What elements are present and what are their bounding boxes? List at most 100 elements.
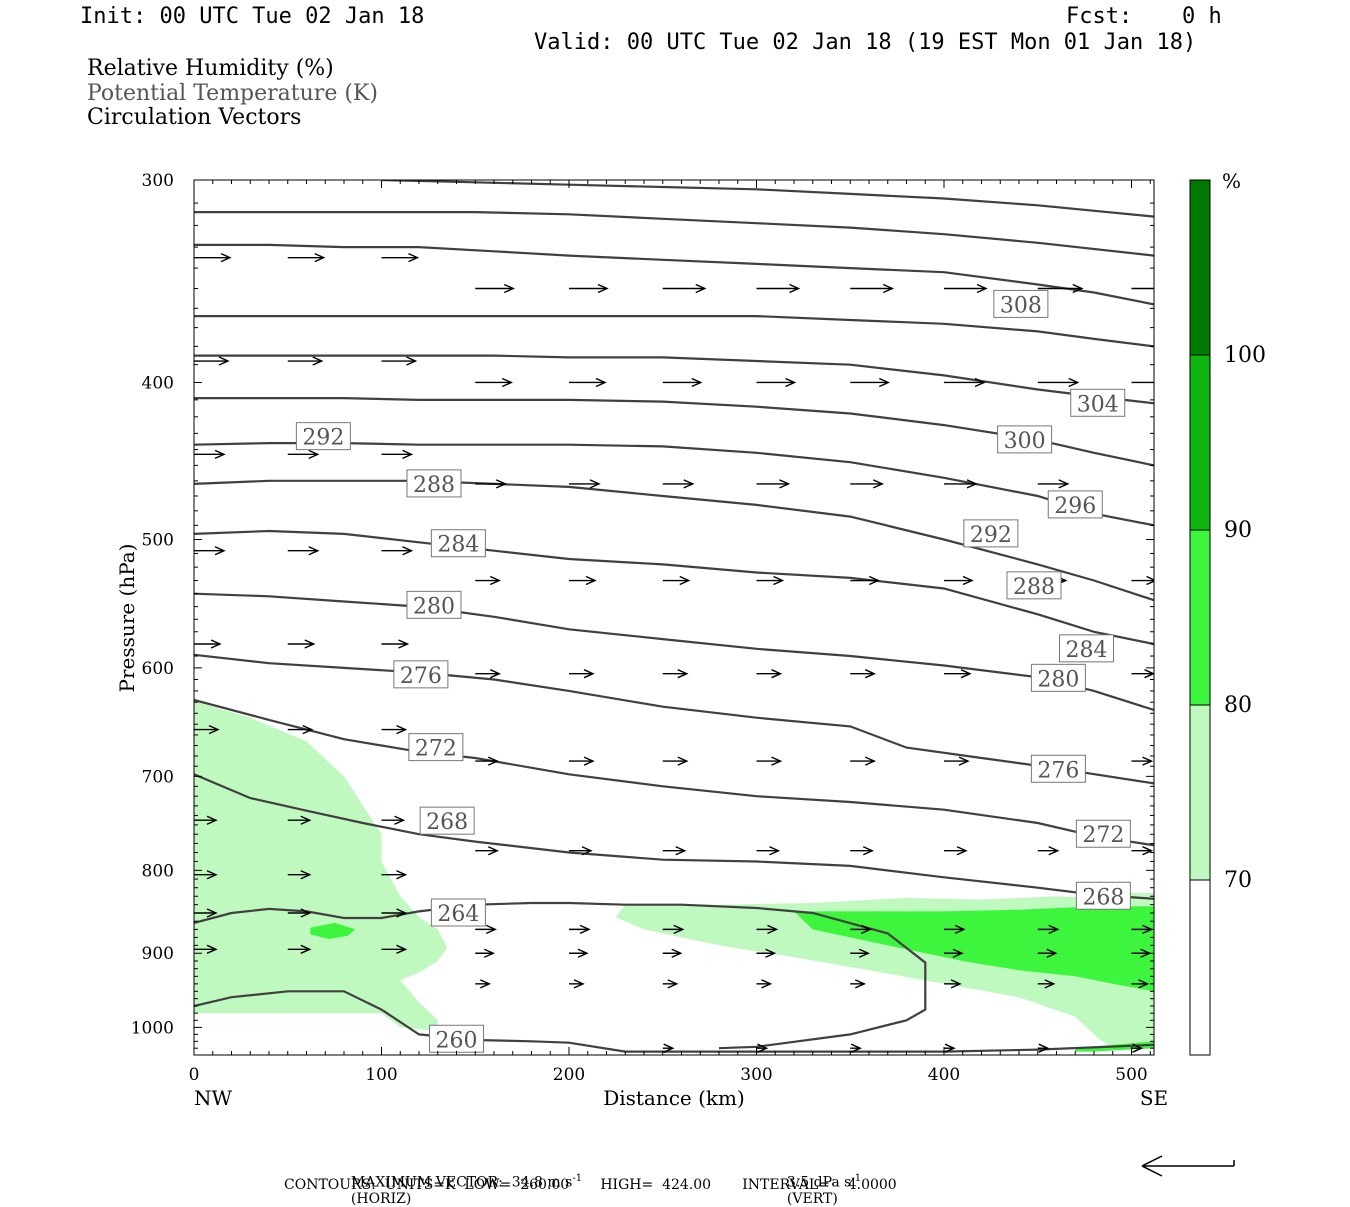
vector-head <box>860 924 872 935</box>
x-axis-title: Distance (km) <box>603 1086 745 1110</box>
circulation-vector <box>756 575 785 586</box>
circulation-vector <box>194 449 226 459</box>
theta-field-label: Potential Temperature (K) <box>87 81 378 106</box>
contour-label-text: 276 <box>400 664 442 689</box>
y-tick-label: 700 <box>142 767 174 787</box>
circulation-vector <box>944 283 988 294</box>
vector-head <box>864 669 876 679</box>
theta-contour-unlabeled <box>381 180 1154 218</box>
vector-head <box>300 815 312 825</box>
vector-head <box>573 979 585 989</box>
rh-region-70-80 <box>194 700 448 1031</box>
circulation-vector <box>756 979 773 989</box>
vector-head <box>300 908 312 918</box>
vector-head <box>394 815 406 825</box>
circulation-vector <box>287 870 312 880</box>
circulation-vector <box>1037 479 1070 489</box>
vector-head <box>958 756 970 766</box>
rh-region-80-90 <box>310 922 356 939</box>
vector-head <box>769 846 781 856</box>
vector-head <box>501 377 513 388</box>
circulation-vector <box>381 546 414 556</box>
contour-label-box <box>1075 819 1131 848</box>
circulation-vector <box>287 639 316 649</box>
circulation-vector <box>944 756 970 766</box>
contour-label-box <box>393 660 449 689</box>
circulation-vector <box>662 669 689 679</box>
circulation-vector <box>1131 756 1154 766</box>
circulation-vector <box>1131 846 1154 856</box>
vector-head <box>767 924 779 935</box>
vector-head <box>864 756 876 766</box>
contour-label-box <box>406 590 462 619</box>
vector-head <box>695 283 707 294</box>
contour-label-text: 288 <box>1013 575 1055 600</box>
contour-label-box <box>997 425 1053 454</box>
vector-head <box>589 479 601 489</box>
vector-head <box>1048 846 1060 856</box>
vector-head <box>671 948 683 958</box>
contour-label-text: 268 <box>426 810 468 835</box>
circulation-vector <box>475 979 491 989</box>
forecast-hour: 0 h <box>1182 4 1222 29</box>
y-tick-label: 300 <box>142 171 174 191</box>
contour-label: 288 <box>1006 571 1062 600</box>
circulation-vector <box>662 283 707 294</box>
max-vector-vert: 3.5 dPa s <box>786 1174 852 1191</box>
contour-label-text: 280 <box>1037 667 1079 692</box>
vector-head <box>206 908 218 918</box>
vector-head <box>667 979 679 989</box>
vector-head <box>974 377 986 388</box>
vector-head <box>479 979 491 989</box>
circulation-vector <box>569 979 585 989</box>
circulation-vector <box>194 944 218 954</box>
colorbar-segment <box>1189 179 1211 356</box>
vert-label: (VERT) <box>786 1190 838 1207</box>
vector-head <box>583 669 595 679</box>
circulation-vector <box>569 948 589 958</box>
contour-label-text: 276 <box>1037 758 1079 783</box>
vector-head <box>976 283 988 294</box>
circulation-vector <box>1037 924 1060 935</box>
circulation-vector <box>662 924 685 935</box>
circulation-vector <box>287 449 320 459</box>
forecast-label: Fcst: <box>1066 4 1133 29</box>
circulation-vector <box>287 253 326 263</box>
vector-head <box>206 815 218 825</box>
circulation-vector <box>381 449 414 459</box>
vector-head <box>882 283 894 294</box>
vector-head <box>1159 378 1168 386</box>
contour-label-text: 288 <box>413 473 455 498</box>
contour-label: 268 <box>419 806 475 835</box>
circulation-vector <box>850 575 880 586</box>
circulation-vector <box>569 924 591 935</box>
vector-head <box>952 948 964 958</box>
vector-head <box>950 979 962 989</box>
vector-head <box>314 253 326 263</box>
vector-head <box>785 377 797 388</box>
vector-head <box>396 724 408 735</box>
vector-head <box>677 756 689 766</box>
circulation-vector <box>756 756 783 766</box>
circulation-vector <box>194 253 232 263</box>
contour-label: 284 <box>1059 634 1114 663</box>
contour-label-box <box>1070 388 1126 417</box>
circulation-vector <box>194 356 230 366</box>
contour-label-text: 272 <box>1082 823 1124 848</box>
vector-head <box>663 1043 675 1053</box>
vector-head <box>1058 479 1070 489</box>
theta-contour-304 <box>194 315 1154 348</box>
x-tick-label: 100 <box>365 1065 397 1085</box>
circulation-vector <box>944 479 978 489</box>
vector-head <box>757 1043 769 1053</box>
contour-label: 296 <box>1047 490 1103 519</box>
contour-label-text: 268 <box>1082 885 1124 910</box>
vector-head <box>1068 377 1080 388</box>
contour-label-box <box>963 519 1019 548</box>
circulation-vector <box>1131 979 1150 989</box>
circulation-vector <box>381 253 420 263</box>
vector-head <box>966 479 978 489</box>
vector-head <box>300 870 312 880</box>
contour-label: 288 <box>406 469 462 498</box>
theta-contour-300 <box>194 354 1154 405</box>
